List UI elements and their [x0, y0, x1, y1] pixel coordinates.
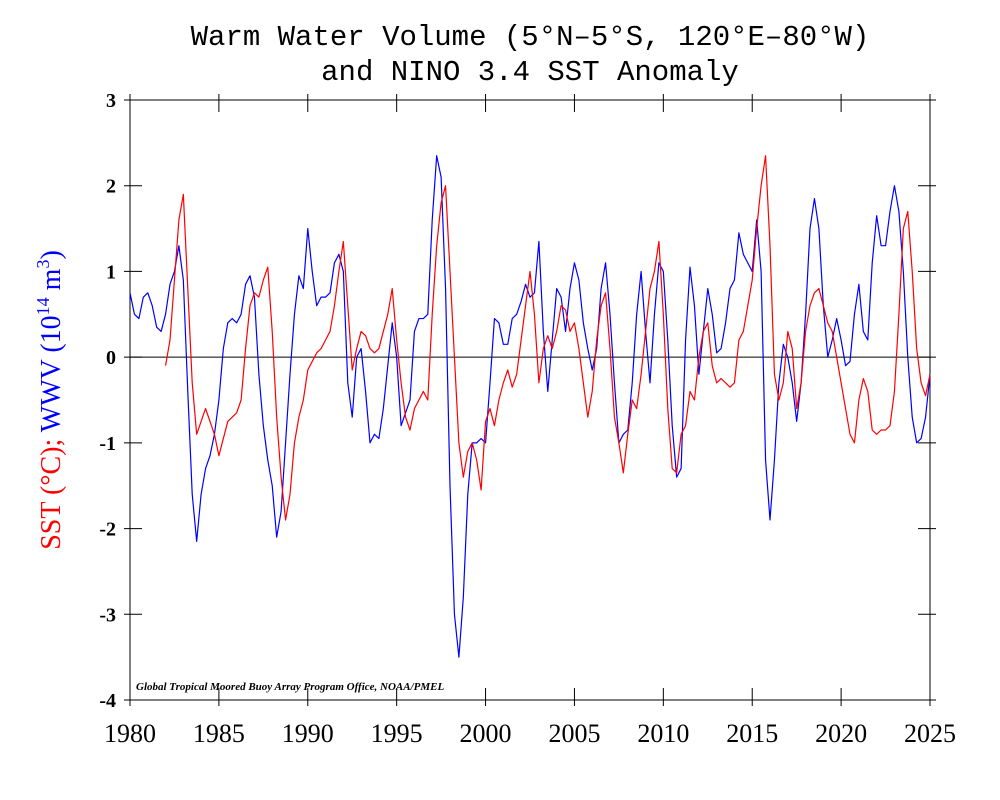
y-tick-label: 0: [106, 347, 116, 369]
y-tick-label: -1: [99, 433, 116, 455]
x-tick-label: 1980: [104, 719, 156, 748]
series-line: [164, 155, 931, 521]
x-tick-label: 1990: [282, 719, 334, 748]
x-tick-label: 2015: [726, 719, 778, 748]
chart-subtitle: and NINO 3.4 SST Anomaly: [321, 56, 739, 89]
annotation: Global Tropical Moored Buoy Array Progra…: [136, 681, 444, 693]
x-tick-label: 2005: [548, 719, 600, 748]
x-tick-label: 1985: [193, 719, 245, 748]
x-tick-label: 2000: [460, 719, 512, 748]
y-label-wwv-unit: m: [36, 268, 67, 297]
x-tick-label: 2020: [815, 719, 867, 748]
x-tick-label: 1995: [371, 719, 423, 748]
y-label-wwv-close: ): [36, 250, 67, 259]
chart-title: Warm Water Volume (5°N–5°S, 120°E–80°W): [191, 21, 870, 54]
y-tick-label: -3: [99, 604, 116, 626]
plot-frame: [129, 99, 931, 701]
y-tick-label: 1: [106, 261, 116, 283]
x-tick-label: 2010: [637, 719, 689, 748]
y-tick-label: 3: [106, 90, 116, 112]
y-label-sst: SST (°C);: [36, 439, 67, 550]
y-label-wwv-exp: 3: [33, 260, 53, 269]
y-axis-label: SST (°C); WWV (1014 m3): [33, 250, 67, 550]
y-label-wwv-exp: 14: [33, 297, 53, 315]
y-tick-label: -4: [99, 690, 116, 712]
x-tick-label: 2025: [904, 719, 956, 748]
series-line: [129, 155, 931, 658]
y-tick-label: 2: [106, 176, 116, 198]
y-label-wwv: WWV (10: [36, 315, 67, 432]
y-tick-label: -2: [99, 519, 116, 541]
